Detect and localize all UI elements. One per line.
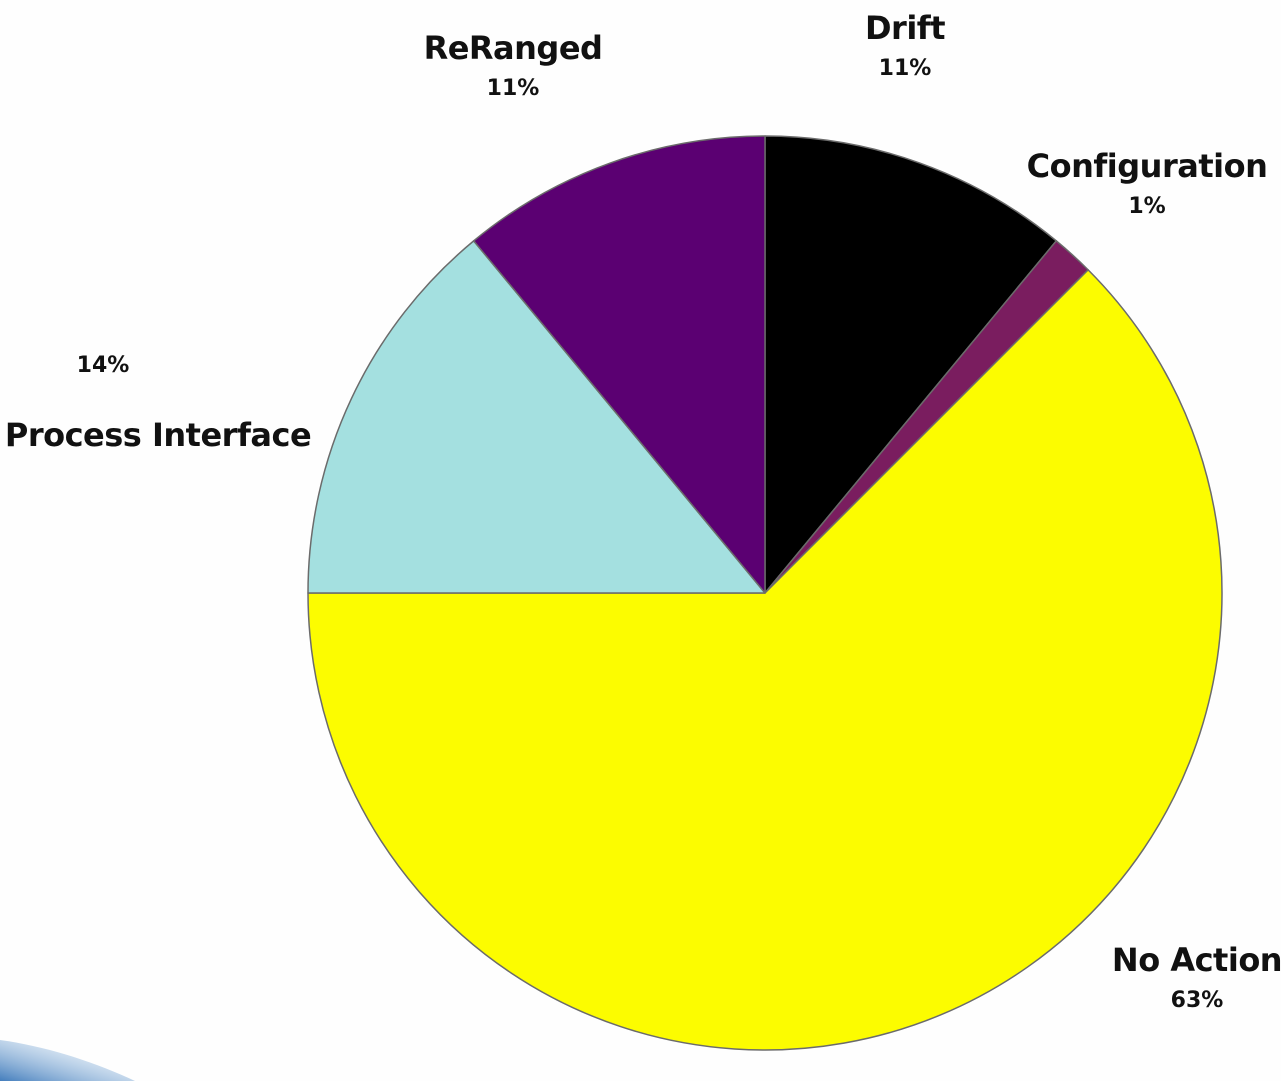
label-reranged: ReRanged 11% [424, 32, 603, 100]
label-no-action-pct: 63% [1170, 988, 1224, 1013]
label-process-interface-name: Process Interface [4, 416, 312, 454]
label-process-interface: 14% Process Interface [4, 353, 312, 454]
pie-slice-reranged [472, 135, 766, 594]
label-reranged-name: ReRanged [423, 29, 603, 67]
pie-slice-drift [764, 135, 1058, 594]
label-drift-name: Drift [864, 9, 946, 47]
label-reranged-pct: 11% [486, 76, 540, 101]
pie-slice-process-interface [307, 240, 766, 594]
label-configuration-pct: 1% [1128, 194, 1166, 219]
pie-slice-no-action [307, 269, 1223, 1051]
label-no-action: No Action 63% [1112, 944, 1281, 1012]
label-drift-pct: 11% [878, 56, 932, 81]
label-configuration: Configuration 1% [1027, 150, 1268, 218]
label-process-interface-pct: 14% [76, 353, 130, 378]
label-configuration-name: Configuration [1026, 147, 1268, 185]
label-no-action-name: No Action [1111, 941, 1281, 979]
label-drift: Drift 11% [864, 9, 946, 81]
